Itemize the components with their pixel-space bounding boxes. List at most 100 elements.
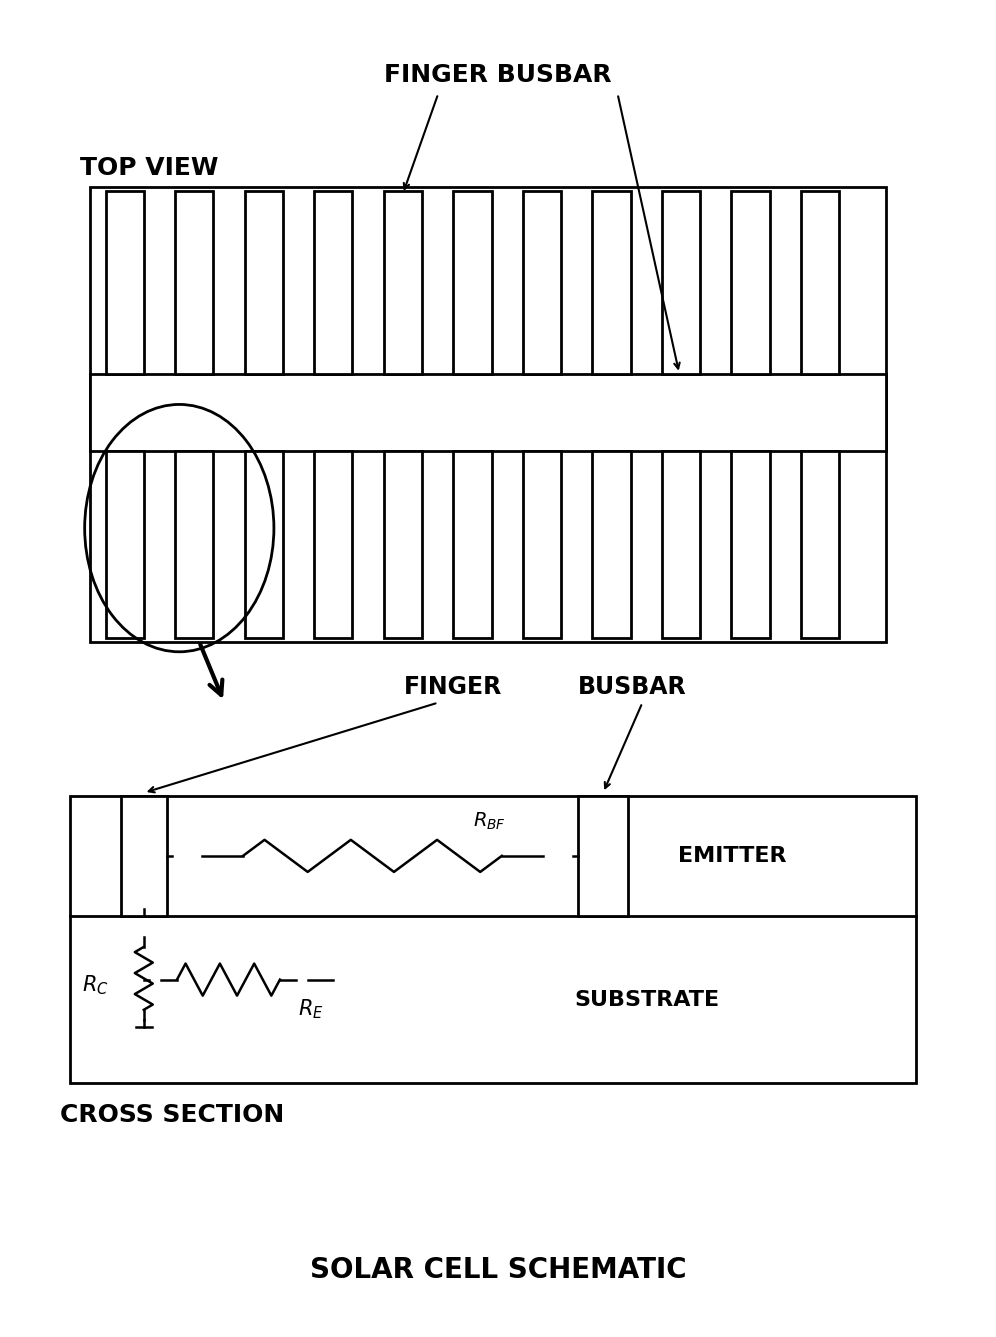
Point: [683, 483, 699, 504]
Point: [804, 447, 820, 468]
Point: [453, 517, 469, 539]
Point: [415, 262, 431, 283]
Point: [801, 262, 817, 283]
Point: [591, 265, 607, 286]
Point: [711, 520, 727, 541]
Point: [549, 558, 565, 579]
Point: [818, 564, 834, 586]
Point: [153, 866, 169, 888]
Point: [640, 378, 656, 400]
Point: [862, 340, 877, 361]
Point: [534, 444, 550, 465]
Point: [329, 291, 345, 313]
Point: [122, 567, 137, 588]
Point: [617, 616, 632, 638]
Point: [821, 275, 837, 297]
Point: [602, 294, 618, 316]
Point: [247, 231, 263, 253]
Point: [207, 608, 223, 630]
Point: [675, 249, 691, 270]
Point: [520, 896, 536, 917]
Point: [169, 529, 185, 551]
Point: [97, 223, 113, 245]
Point: [193, 267, 209, 289]
Point: [202, 588, 218, 610]
Point: [482, 620, 498, 642]
Point: [129, 210, 145, 231]
Point: [735, 316, 751, 337]
Point: [479, 263, 495, 285]
Point: [287, 251, 303, 273]
Point: [825, 357, 841, 378]
Point: [274, 852, 290, 873]
Point: [872, 504, 888, 525]
Point: [98, 197, 114, 218]
Point: [714, 517, 730, 539]
Point: [595, 476, 611, 497]
Point: [596, 431, 612, 452]
Point: [400, 385, 416, 406]
Point: [769, 392, 785, 413]
Point: [176, 499, 192, 520]
Point: [327, 563, 343, 584]
Point: [135, 297, 151, 318]
Point: [626, 576, 642, 598]
Point: [356, 408, 372, 429]
Point: [406, 295, 422, 317]
Point: [509, 410, 525, 432]
Point: [185, 191, 201, 213]
Point: [549, 416, 565, 437]
Point: [688, 595, 704, 616]
Point: [323, 564, 339, 586]
Point: [392, 449, 408, 471]
Point: [412, 257, 428, 278]
Point: [503, 412, 519, 433]
Point: [183, 302, 199, 324]
Point: [735, 539, 751, 560]
Point: [819, 255, 835, 277]
Point: [569, 533, 585, 555]
Point: [645, 342, 661, 364]
Point: [475, 523, 491, 544]
Point: [667, 591, 683, 612]
Point: [179, 563, 195, 584]
Point: [309, 459, 325, 480]
Point: [546, 476, 562, 497]
Point: [409, 333, 425, 354]
Point: [340, 559, 356, 580]
Point: [723, 436, 739, 457]
Point: [659, 332, 675, 353]
Point: [116, 893, 131, 915]
Point: [818, 294, 834, 316]
Point: [338, 317, 354, 338]
Point: [423, 612, 439, 634]
Point: [88, 888, 104, 909]
Point: [350, 435, 366, 456]
Point: [660, 540, 676, 562]
Point: [746, 285, 762, 306]
Point: [264, 279, 280, 301]
Point: [316, 623, 332, 644]
Point: [666, 608, 682, 630]
Point: [451, 226, 467, 247]
Point: [498, 373, 514, 394]
Point: [241, 277, 257, 298]
Point: [463, 206, 479, 227]
Point: [316, 540, 332, 562]
Point: [806, 357, 822, 378]
Point: [770, 205, 786, 226]
Point: [689, 237, 705, 258]
Point: [446, 794, 462, 816]
Point: [851, 881, 867, 902]
Point: [738, 476, 754, 497]
Point: [107, 317, 123, 338]
Point: [132, 800, 148, 821]
Point: [681, 286, 697, 308]
Point: [682, 329, 698, 350]
Point: [420, 392, 436, 413]
Point: [475, 366, 491, 388]
Point: [123, 273, 138, 294]
Point: [352, 810, 368, 832]
Point: [118, 500, 133, 521]
Point: [247, 566, 263, 587]
